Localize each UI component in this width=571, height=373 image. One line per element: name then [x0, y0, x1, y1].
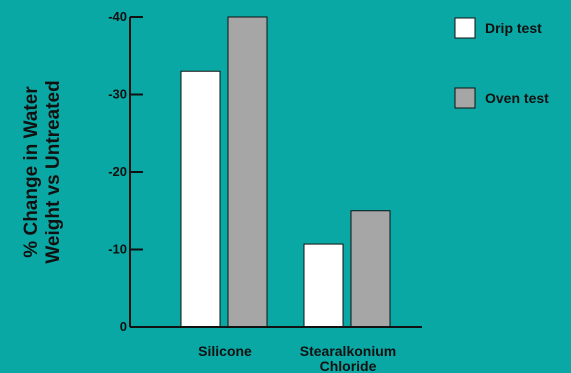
- y-tick-label: -10: [108, 242, 127, 257]
- bar-oven-1: [350, 210, 391, 328]
- bar-drip-0: [180, 70, 221, 328]
- legend-swatch-oven: [454, 87, 476, 109]
- y-axis-label-line: Weight vs Untreated: [43, 80, 64, 263]
- bars: [180, 16, 391, 328]
- bar-oven-0: [227, 16, 268, 328]
- category-label: Silicone: [198, 343, 252, 359]
- y-tick-label: -40: [108, 9, 127, 24]
- legend-label-oven: Oven test: [485, 90, 549, 106]
- axes: [129, 17, 422, 328]
- y-tick-label: -20: [108, 164, 127, 179]
- category-label: Stearalkonium: [300, 343, 396, 359]
- y-axis-ticks: 0 -10 -20 -30 -40: [108, 9, 143, 334]
- category-label: Chloride: [320, 358, 377, 373]
- legend: Drip test Oven test: [454, 17, 549, 109]
- y-tick-label: -30: [108, 87, 127, 102]
- legend-label-drip: Drip test: [485, 20, 542, 36]
- y-axis-label-line: % Change in Water: [21, 86, 42, 258]
- y-axis-label: % Change in Water Weight vs Untreated: [21, 80, 64, 263]
- y-tick-label: 0: [120, 319, 127, 334]
- legend-swatch-drip: [454, 17, 476, 39]
- bar-drip-1: [303, 243, 344, 328]
